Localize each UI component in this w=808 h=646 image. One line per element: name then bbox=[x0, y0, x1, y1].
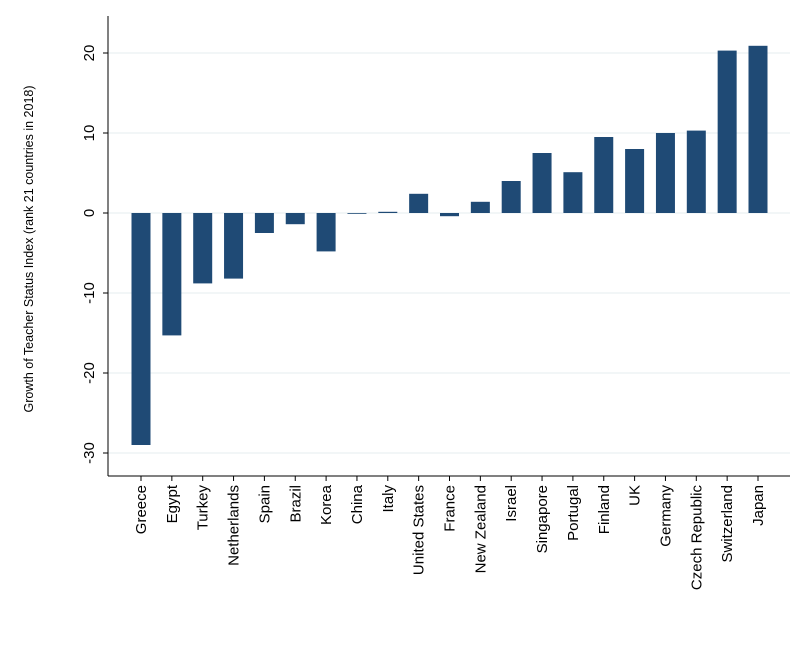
bar-egypt bbox=[162, 213, 182, 336]
bar-portugal bbox=[563, 172, 583, 213]
x-tick-label: Israel bbox=[503, 485, 520, 522]
x-tick-label: Finland bbox=[596, 485, 613, 534]
x-tick-label: Greece bbox=[133, 485, 150, 534]
x-tick-label: Turkey bbox=[195, 485, 212, 531]
x-tick-label: China bbox=[349, 484, 366, 524]
bar-italy bbox=[378, 211, 398, 213]
bar-turkey bbox=[193, 213, 213, 284]
y-tick-label: -20 bbox=[81, 362, 98, 384]
x-tick-label: Brazil bbox=[287, 485, 304, 523]
x-tick-label: Spain bbox=[256, 485, 273, 523]
bar-uk bbox=[625, 149, 645, 213]
x-tick-label: Korea bbox=[318, 484, 335, 525]
x-tick-label: New Zealand bbox=[472, 485, 489, 573]
y-tick-label: -30 bbox=[81, 442, 98, 464]
x-tick-label: Netherlands bbox=[226, 485, 243, 566]
bar-united-states bbox=[409, 193, 429, 213]
x-tick-label: Singapore bbox=[534, 485, 551, 553]
x-tick-label: Czech Republic bbox=[688, 485, 705, 591]
bar-israel bbox=[501, 181, 521, 213]
y-tick-label: 0 bbox=[81, 209, 98, 217]
y-tick-labels: 20 10 0 -10 -20 -30 bbox=[81, 45, 108, 464]
bar-finland bbox=[594, 137, 614, 213]
bar-korea bbox=[316, 213, 336, 252]
bars bbox=[131, 45, 768, 445]
bar-china bbox=[347, 213, 367, 214]
y-tick-label: 20 bbox=[81, 45, 98, 62]
x-tick-label: Egypt bbox=[164, 484, 181, 523]
y-axis-title: Growth of Teacher Status Index (rank 21 … bbox=[22, 85, 36, 412]
bar-singapore bbox=[532, 153, 552, 213]
bar-japan bbox=[748, 45, 768, 213]
x-tick-label: Germany bbox=[657, 485, 674, 547]
bar-france bbox=[440, 213, 459, 217]
x-tick-label: Italy bbox=[380, 485, 397, 513]
bar-spain bbox=[254, 213, 274, 233]
x-tick-label: UK bbox=[627, 485, 644, 506]
y-tick-label: -10 bbox=[81, 282, 98, 304]
bar-czech-republic bbox=[686, 130, 706, 213]
x-tick-labels: Greece Egypt Turkey Netherlands Spain Brazil K… bbox=[133, 476, 767, 590]
x-tick-label: Japan bbox=[750, 485, 767, 526]
y-tick-label: 10 bbox=[81, 125, 98, 142]
bar-switzerland bbox=[717, 50, 737, 213]
bar-new-zealand bbox=[470, 201, 490, 213]
x-tick-label: France bbox=[442, 485, 459, 532]
bar-netherlands bbox=[224, 213, 244, 279]
x-tick-label: Switzerland bbox=[719, 485, 736, 563]
bar-brazil bbox=[285, 213, 305, 225]
bar-greece bbox=[131, 213, 151, 445]
bar-germany bbox=[655, 133, 675, 213]
x-tick-label: Portugal bbox=[565, 485, 582, 541]
x-tick-label: United States bbox=[411, 485, 428, 575]
